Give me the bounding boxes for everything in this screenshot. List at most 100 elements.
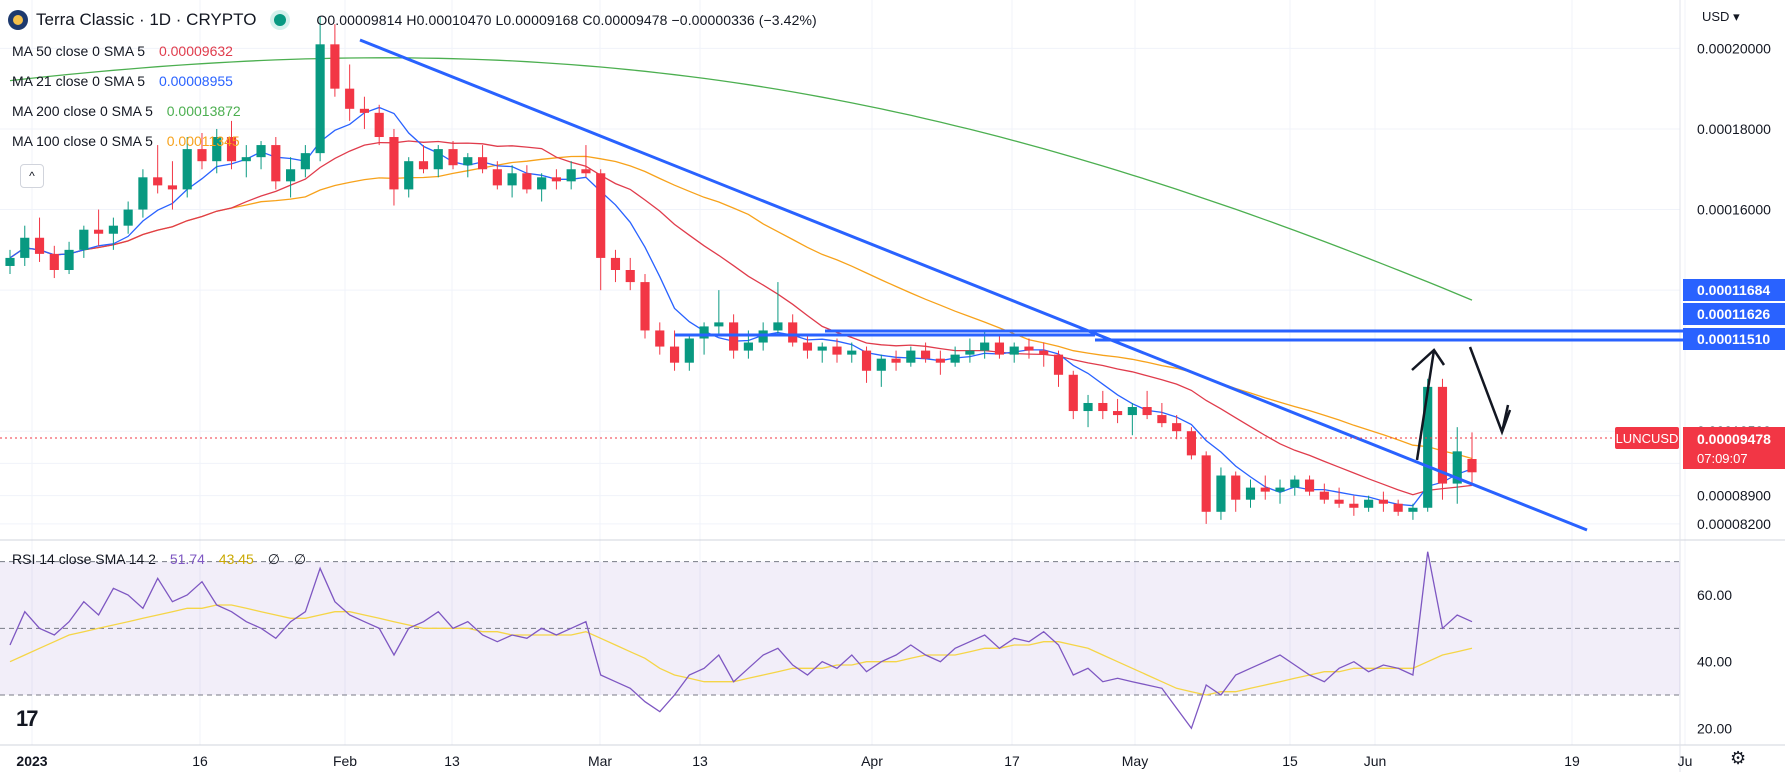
candle-body [788, 322, 798, 343]
indicator-ma200[interactable]: MA 200 close 0 SMA 5 0.00013872 [12, 103, 241, 119]
ticker-label-bg [1615, 427, 1679, 449]
candle-body [537, 177, 547, 190]
candle-body [1423, 386, 1433, 508]
indicator-label: MA 50 close 0 SMA 5 [12, 43, 146, 59]
candle-body [610, 257, 621, 270]
candle-body [167, 185, 178, 190]
candle-body [1216, 475, 1226, 512]
candle-body [980, 342, 990, 351]
time-tick-label: Mar [588, 753, 612, 769]
time-tick-label: 13 [692, 753, 708, 769]
candle-body [1437, 386, 1448, 484]
trend-drawings [0, 38, 1785, 532]
candle-body [359, 108, 370, 113]
candle-body [596, 173, 606, 258]
candle-body [492, 169, 502, 186]
time-tick-label: Ju [1678, 753, 1693, 769]
candle-body [1349, 503, 1359, 508]
level-label: 0.00011684 [1697, 282, 1770, 298]
level-label-bg [1683, 328, 1785, 350]
candle-body [950, 354, 960, 363]
candle-body [1393, 503, 1403, 512]
candle-body [1157, 415, 1167, 424]
candle-body [1024, 346, 1034, 351]
indicator-ma100[interactable]: MA 100 close 0 SMA 5 0.00011345 [12, 133, 240, 149]
time-tick-label: May [1122, 753, 1148, 769]
candle-body [1378, 499, 1388, 504]
candle-body [108, 225, 118, 234]
currency-selector[interactable]: USD ▾ [1702, 9, 1740, 24]
candles [5, 16, 1477, 524]
candle-body [566, 169, 576, 182]
rsi-sma-line [9, 604, 1473, 696]
candle-body [1142, 407, 1152, 416]
candle-body [817, 346, 827, 351]
candle-body [212, 137, 222, 162]
candle-body [581, 169, 591, 174]
symbol-header: Terra Classic · 1D · CRYPTO O0.00009814 … [8, 10, 817, 30]
up-arrow [1411, 348, 1446, 461]
candle-body [389, 137, 399, 190]
candle-body [463, 157, 473, 166]
price-tick-label: 0.00018000 [1697, 121, 1771, 137]
candle-body [669, 346, 680, 363]
ticker-label: LUNCUSD [1616, 431, 1679, 446]
indicator-value: 0.00008955 [158, 73, 233, 89]
candle-body [315, 44, 325, 154]
time-tick-label: 13 [444, 753, 460, 769]
time-tick-label: 2023 [16, 753, 47, 769]
rsi-header[interactable]: RSI 14 close SMA 14 2 51.74 43.45 ∅ ∅ [12, 551, 306, 568]
ma21-line [9, 106, 1473, 507]
collapse-indicators-button[interactable]: ^ [20, 164, 44, 188]
candle-body [1231, 475, 1241, 500]
candle-body [226, 137, 237, 162]
candle-body [330, 44, 340, 89]
last-price-label: 0.00009478 [1697, 431, 1771, 447]
candle-body [345, 88, 355, 109]
candle-body [286, 169, 296, 182]
rsi-sma-value: 43.45 [218, 551, 254, 567]
candle-body [138, 177, 148, 210]
candle-body [684, 338, 694, 363]
candle-body [5, 257, 15, 266]
time-tick-label: Apr [861, 753, 883, 769]
rsi-tick-label: 20.00 [1697, 720, 1732, 736]
candle-body [34, 237, 45, 254]
candle-body [49, 253, 59, 270]
candle-body [1408, 507, 1418, 512]
candle-body [965, 350, 975, 355]
market-status-icon [274, 14, 287, 26]
candle-body [64, 249, 74, 270]
candle-body [1039, 350, 1049, 355]
candle-body [994, 342, 1005, 355]
indicator-value: 0.00009632 [158, 43, 233, 59]
candle-body [1290, 479, 1300, 488]
indicator-ma50[interactable]: MA 50 close 0 SMA 5 0.00009632 [12, 43, 233, 59]
candle-body [861, 350, 872, 371]
rsi-tick-label: 40.00 [1697, 654, 1732, 670]
candle-body [714, 322, 724, 327]
rsi-line [9, 551, 1473, 730]
candle-body [1319, 491, 1329, 500]
candle-body [891, 358, 901, 363]
candle-body [921, 350, 931, 359]
symbol-title[interactable]: Terra Classic · 1D · CRYPTO [36, 10, 257, 29]
rsi-value: 51.74 [169, 551, 205, 567]
gear-icon[interactable]: ⚙ [1730, 748, 1747, 768]
downtrend-line [359, 38, 1588, 532]
candle-body [1186, 431, 1196, 456]
level-label-bg [1683, 279, 1785, 301]
rsi-extra-value: ∅ [267, 551, 280, 567]
indicator-ma21[interactable]: MA 21 close 0 SMA 5 0.00008955 [12, 73, 233, 89]
candle-body [197, 149, 207, 162]
candle-body [477, 157, 488, 170]
candle-body [1098, 402, 1108, 412]
candle-body [1304, 479, 1315, 492]
candle-body [1334, 499, 1344, 504]
candle-body [404, 161, 414, 190]
candle-body [1127, 407, 1137, 416]
time-tick-label: 15 [1282, 753, 1298, 769]
candle-body [1083, 402, 1093, 412]
